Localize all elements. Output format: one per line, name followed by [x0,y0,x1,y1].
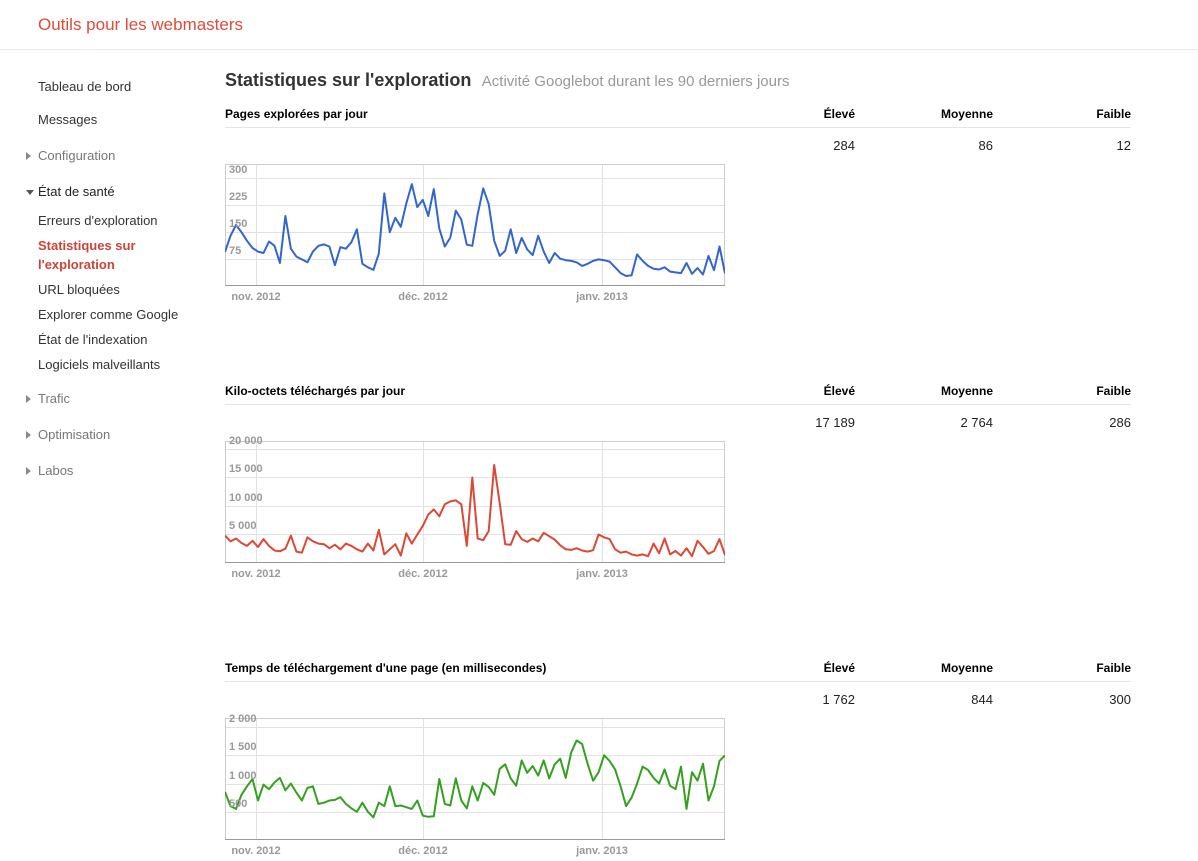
high-value: 17 189 [815,415,855,430]
page-title: Statistiques sur l'exploration [225,70,472,90]
section-values-row: 17 189 2 764 286 [225,405,1131,441]
line-chart-kilobytes: 5 000 10 000 15 000 20 000 [225,435,725,563]
chart-title: Kilo-octets téléchargés par jour [225,384,406,398]
x-axis-labels: nov. 2012 déc. 2012 janv. 2013 [225,289,725,307]
sidebar-item-label: Labos [38,463,74,478]
chart-line [225,464,725,558]
low-value: 12 [1116,138,1131,153]
sidebar-item-crawl-errors[interactable]: Erreurs d'exploration [38,208,195,233]
sidebar-item-label: URL bloquées [38,282,120,297]
sidebar-item-malware[interactable]: Logiciels malveillants [38,352,195,377]
page-header: Statistiques sur l'exploration Activité … [225,70,1131,91]
chart-area: 5 000 10 000 15 000 20 000 nov. 2012 déc. 20… [225,435,725,584]
sidebar-item-health[interactable]: État de santé [26,177,195,206]
sidebar-item-label: État de santé [38,184,115,199]
average-value: 844 [971,692,993,707]
sidebar-item-blocked-urls[interactable]: URL bloquées [38,277,195,302]
sidebar-item-label: État de l'indexation [38,332,148,347]
sidebar-item-fetch-as-google[interactable]: Explorer comme Google [38,302,195,327]
sidebar-item-label: Logiciels malveillants [38,357,161,372]
low-value: 286 [1109,415,1131,430]
sidebar-item-label: Optimisation [38,427,111,442]
sidebar-item-label: Erreurs d'exploration [38,213,158,228]
high-value: 284 [833,138,855,153]
x-axis-tick-label: déc. 2012 [398,291,448,303]
sidebar-item-traffic[interactable]: Trafic [26,384,195,413]
sidebar-item-labs[interactable]: Labos [26,456,195,485]
average-value: 86 [978,138,993,153]
sidebar-item-optimization[interactable]: Optimisation [26,420,195,449]
chart-plot-svg [225,164,725,286]
sidebar-item-label: Statistiques sur l'exploration [38,238,136,272]
sidebar-item-dashboard[interactable]: Tableau de bord [38,72,195,101]
x-axis-tick-label: janv. 2013 [576,291,628,303]
chevron-right-icon [26,152,31,160]
column-header-low: Faible [1096,661,1131,675]
chart-area: 500 1 000 1 500 2 000 nov. 2012 déc. 2012 jan… [225,713,725,861]
low-value: 300 [1109,692,1131,707]
x-axis-tick-label: nov. 2012 [231,291,281,303]
sidebar-item-messages[interactable]: Messages [38,105,195,134]
section-header-row: Pages explorées par jour Élevé Moyenne F… [225,107,1131,128]
chevron-down-icon [26,190,34,195]
sidebar-item-label: Trafic [38,391,71,406]
section-header-row: Kilo-octets téléchargés par jour Élevé M… [225,384,1131,405]
column-header-high: Élevé [823,107,855,121]
column-header-low: Faible [1096,107,1131,121]
x-axis-tick-label: nov. 2012 [231,568,281,580]
chart-section-pages-crawled: Pages explorées par jour Élevé Moyenne F… [225,107,1131,307]
x-axis-tick-label: déc. 2012 [398,845,448,857]
chart-area: 75 150 225 300 nov. 2012 déc. 2012 janv. 2013 [225,164,725,307]
chevron-right-icon [26,467,31,475]
x-axis-tick-label: déc. 2012 [398,568,448,580]
column-header-average: Moyenne [940,384,993,398]
section-values-row: 1 762 844 300 [225,682,1131,718]
chart-line [225,739,725,819]
page-subtitle: Activité Googlebot durant les 90 dernier… [481,73,790,90]
main-content: Statistiques sur l'exploration Activité … [225,50,1131,861]
chart-line [225,183,725,277]
x-axis-tick-label: janv. 2013 [576,568,628,580]
sidebar-item-label: Messages [38,112,98,127]
sidebar-item-index-status[interactable]: État de l'indexation [38,327,195,352]
sidebar-item-crawl-stats[interactable]: Statistiques sur l'exploration [38,233,195,277]
high-value: 1 762 [822,692,855,707]
line-chart-pages-crawled: 75 150 225 300 [225,164,725,286]
column-header-low: Faible [1096,384,1131,398]
chart-section-kilobytes: Kilo-octets téléchargés par jour Élevé M… [225,384,1131,584]
x-axis-tick-label: janv. 2013 [576,845,628,857]
chart-section-download-time: Temps de téléchargement d'une page (en m… [225,661,1131,861]
column-header-average: Moyenne [940,661,993,675]
chevron-right-icon [26,395,31,403]
line-chart-download-time: 500 1 000 1 500 2 000 [225,713,725,840]
sidebar-item-configuration[interactable]: Configuration [26,141,195,170]
chart-plot-svg [225,441,725,563]
chevron-right-icon [26,431,31,439]
x-axis-labels: nov. 2012 déc. 2012 janv. 2013 [225,566,725,584]
sidebar-item-label: Configuration [38,148,116,163]
column-header-high: Élevé [823,384,855,398]
chart-plot-svg [225,718,725,840]
webmaster-tools-logo[interactable]: Outils pour les webmasters [38,14,244,34]
section-values-row: 284 86 12 [225,128,1131,164]
section-header-row: Temps de téléchargement d'une page (en m… [225,661,1131,682]
column-header-high: Élevé [823,661,855,675]
average-value: 2 764 [960,415,993,430]
x-axis-labels: nov. 2012 déc. 2012 janv. 2013 [225,843,725,861]
sidebar-item-label: Explorer comme Google [38,307,179,322]
x-axis-tick-label: nov. 2012 [231,845,281,857]
chart-title: Temps de téléchargement d'une page (en m… [225,661,547,675]
chart-title: Pages explorées par jour [225,107,368,121]
sidebar-navigation: Tableau de bord Messages Configuration É… [0,50,225,861]
sidebar-item-label: Tableau de bord [38,79,132,94]
column-header-average: Moyenne [940,107,993,121]
top-header-bar: Outils pour les webmasters [0,0,1198,50]
